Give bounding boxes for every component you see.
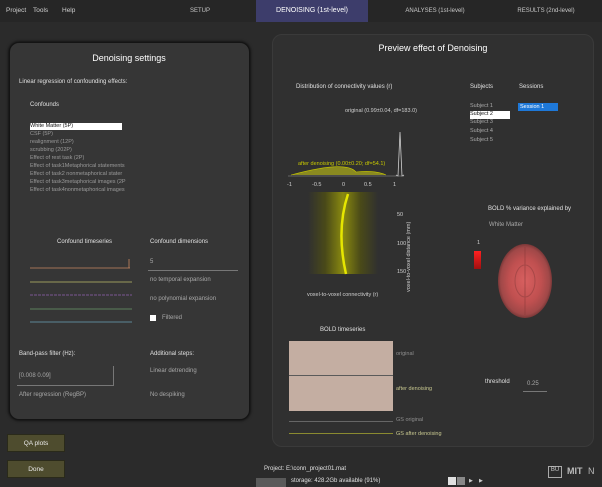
confound-item[interactable]: Effect of task2 nonmetaphorical stater xyxy=(30,171,123,177)
storage-info: storage: 428.2Gb available (91%) xyxy=(291,478,381,484)
x-tick: -1 xyxy=(287,182,292,188)
arrow-icon[interactable]: ▶ xyxy=(479,478,483,484)
menu-tools[interactable]: Tools xyxy=(33,7,49,14)
arrow-icon[interactable]: ▶ xyxy=(469,478,473,484)
x-tick: -0.5 xyxy=(312,182,322,188)
bandpass-underline xyxy=(17,385,113,386)
original-stats: original (0.99±0.04, df=183.0) xyxy=(345,108,417,114)
distribution-title: Distribution of connectivity values (r) xyxy=(296,84,393,90)
ts-original-label: original xyxy=(396,351,414,357)
tab-denoising[interactable]: DENOISING (1st-level) xyxy=(256,0,368,22)
bold-timeseries-after xyxy=(289,376,393,411)
bold-timeseries-original xyxy=(289,341,393,375)
confounds-label: Confounds xyxy=(30,102,60,108)
subject-item[interactable]: Subject 4 xyxy=(470,128,493,134)
detrending-select[interactable]: Linear detrending xyxy=(150,368,197,374)
tab-analyses[interactable]: ANALYSES (1st-level) xyxy=(405,8,465,14)
subject-item[interactable]: Subject 1 xyxy=(470,103,493,109)
confound-item[interactable]: Effect of task1Metaphorical statements xyxy=(30,163,125,169)
temporal-expansion-select[interactable]: no temporal expansion xyxy=(150,277,211,283)
project-path: Project: E:\conn_project01.mat xyxy=(264,466,347,472)
filtered-label: Filtered xyxy=(162,315,183,321)
y-tick: 50 xyxy=(397,212,404,218)
subject-item[interactable]: Subject 5 xyxy=(470,137,493,143)
denoising-settings-title: Denoising settings xyxy=(92,53,166,63)
confound-timeseries-plot xyxy=(30,259,132,323)
timeseries-divider xyxy=(289,375,393,376)
polynomial-expansion-select[interactable]: no polynomial expansion xyxy=(150,296,217,302)
bu-logo: BU xyxy=(548,466,562,478)
distribution-plot xyxy=(288,131,405,177)
bandpass-label: Band-pass filter (Hz): xyxy=(19,351,76,357)
confound-item[interactable]: scrubbing (202P) xyxy=(30,147,72,153)
tab-setup[interactable]: SETUP xyxy=(189,8,210,14)
bold-variance-title: BOLD % variance explained by xyxy=(488,206,572,212)
confound-item[interactable]: realignment (12P) xyxy=(30,139,74,145)
confound-item[interactable]: CSF (5P) xyxy=(30,131,53,137)
x-tick: 1 xyxy=(393,182,397,188)
confound-item[interactable]: White Matter (5P) xyxy=(30,123,122,130)
done-button[interactable]: Done xyxy=(7,460,65,478)
x-tick: 0 xyxy=(342,182,346,188)
confound-item[interactable]: Effect of rest task (2P) xyxy=(30,155,85,161)
dimensions-underline xyxy=(148,270,238,271)
mit-logo: MIT xyxy=(567,466,583,476)
additional-steps-label: Additional steps: xyxy=(150,351,195,357)
bold-timeseries-title: BOLD timeseries xyxy=(320,327,366,333)
confound-dimensions-label: Confound dimensions xyxy=(150,239,209,245)
bandpass-border xyxy=(113,366,114,386)
subject-item[interactable]: Subject 2 xyxy=(470,111,510,119)
dimensions-input[interactable]: 5 xyxy=(150,259,154,265)
gs-original-line xyxy=(289,421,393,422)
y-tick: 100 xyxy=(397,241,407,247)
threshold-input[interactable]: 0.25 xyxy=(527,381,539,387)
sessions-label: Sessions xyxy=(519,84,544,90)
colorbar xyxy=(474,251,481,269)
session-item[interactable]: Session 1 xyxy=(518,103,558,111)
linear-regression-label: Linear regression of confounding effects… xyxy=(19,79,128,85)
colorbar-max: 1 xyxy=(477,240,481,246)
brain-image xyxy=(498,244,552,318)
storage-bar xyxy=(256,478,286,487)
filter-after-regression-select[interactable]: After regression (RegBP) xyxy=(19,392,87,398)
x-axis-label: voxel-to-voxel connectivity (r) xyxy=(307,292,379,298)
filtered-checkbox[interactable] xyxy=(150,315,156,321)
confound-timeseries-label: Confound timeseries xyxy=(57,239,113,245)
gs-after-line xyxy=(289,433,393,434)
nitrc-logo: N xyxy=(588,466,595,476)
subject-item[interactable]: Subject 3 xyxy=(470,119,493,125)
layout-icon[interactable] xyxy=(457,477,465,485)
despiking-select[interactable]: No despiking xyxy=(150,392,185,398)
threshold-underline xyxy=(523,391,547,392)
gs-after-label: GS after denoising xyxy=(396,431,442,437)
denoising-settings-panel xyxy=(9,42,250,420)
y-axis-label: voxel-to-voxel distance (mm) xyxy=(406,221,412,292)
y-tick: 150 xyxy=(397,269,407,275)
after-stats: after denoising (0.00±0.20; df=54.1) xyxy=(298,161,386,167)
layout-icon[interactable] xyxy=(448,477,456,485)
menu-help[interactable]: Help xyxy=(62,7,76,14)
bold-variance-subtitle: White Matter xyxy=(489,222,524,228)
connectivity-distance-plot xyxy=(308,192,378,275)
x-tick: 0.5 xyxy=(364,182,372,188)
confound-item[interactable]: Effect of task4nonmetaphorical images xyxy=(30,187,125,193)
ts-after-label: after denoising xyxy=(396,386,433,392)
preview-title: Preview effect of Denoising xyxy=(378,43,488,53)
confound-item[interactable]: Effect of task3metaphorical images (2P xyxy=(30,179,126,185)
bandpass-input[interactable]: [0.008 0.09] xyxy=(19,373,51,379)
qa-plots-button[interactable]: QA plots xyxy=(7,434,65,452)
subjects-label: Subjects xyxy=(470,84,494,90)
gs-original-label: GS original xyxy=(396,417,424,423)
menu-project[interactable]: Project xyxy=(6,7,27,14)
tab-results[interactable]: RESULTS (2nd-level) xyxy=(517,8,575,14)
threshold-label: threshold xyxy=(485,379,510,385)
